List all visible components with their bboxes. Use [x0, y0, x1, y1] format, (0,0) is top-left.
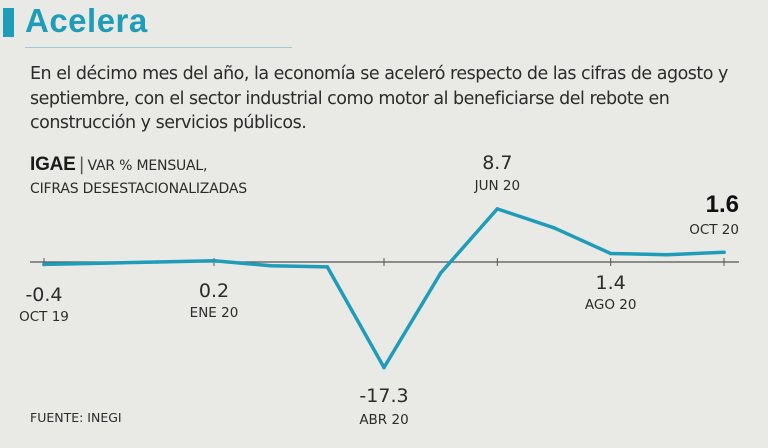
data-label-date-ago-20: AGO 20 [585, 297, 637, 313]
title-underline [25, 47, 292, 48]
data-label-value-ago-20: 1.4 [596, 272, 626, 294]
data-point-abr-20 [382, 365, 386, 370]
data-point-ago-20 [608, 251, 613, 256]
data-point-ene-20 [212, 258, 216, 263]
indicator-name: IGAE [30, 154, 76, 175]
indicator-description-2: CIFRAS DESESTACIONALIZADAS [30, 181, 247, 197]
data-label-date-jun-20: JUN 20 [474, 178, 520, 194]
data-label-value-oct-20: 1.6 [706, 191, 739, 218]
source-note: FUENTE: INEGI [30, 410, 122, 425]
indicator-heading: IGAE | VAR % MENSUAL, [30, 154, 207, 176]
data-point-feb-20 [268, 263, 273, 268]
page-title: Acelera [25, 2, 148, 39]
data-label-value-abr-20: -17.3 [359, 385, 408, 407]
data-point-jun-20 [495, 207, 500, 211]
data-label-value-oct-19: -0.4 [25, 284, 62, 306]
data-point-nov-19 [98, 261, 103, 266]
data-point-jul-20 [552, 226, 556, 230]
indicator-separator: | [78, 154, 85, 175]
data-point-may-20 [438, 271, 443, 275]
data-label-value-ene-20: 0.2 [199, 280, 229, 302]
data-point-sep-20 [665, 252, 670, 257]
chart-subtitle: En el décimo mes del año, la economía se… [30, 64, 728, 133]
data-point-dic-19 [155, 260, 160, 264]
data-label-value-jun-20: 8.7 [482, 152, 512, 174]
title-accent-bar [3, 8, 14, 37]
data-label-date-oct-19: OCT 19 [19, 309, 69, 325]
data-point-oct-19 [42, 262, 46, 267]
data-label-date-abr-20: ABR 20 [359, 412, 408, 428]
data-label-date-oct-20: OCT 20 [689, 222, 739, 238]
data-label-date-ene-20: ENE 20 [190, 305, 239, 321]
indicator-description: VAR % MENSUAL, [87, 158, 208, 174]
data-point-mar-20 [325, 265, 330, 269]
data-point-oct-20 [722, 250, 726, 255]
